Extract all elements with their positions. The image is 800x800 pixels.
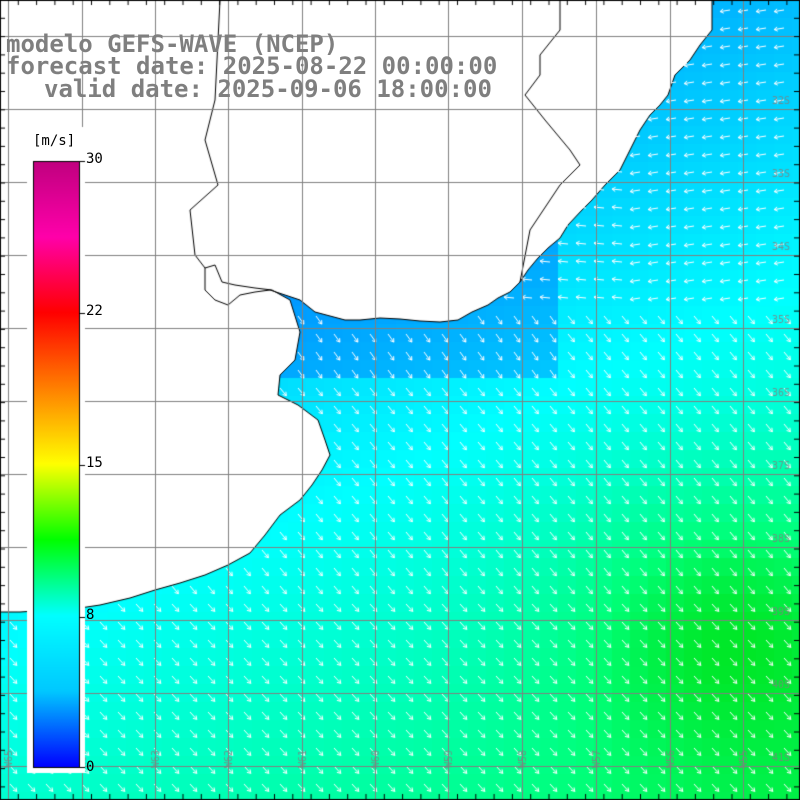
colorbar-tick-15: 15 [86,455,103,471]
colorbar-tick-8: 8 [86,607,95,623]
title-valid-date: valid date: 2025-09-06 18:00:00 [44,75,492,103]
colorbar-tick-30: 30 [86,151,103,167]
colorbar-unit-label: [m/s] [33,133,76,149]
title-forecast-date: forecast date: 2025-08-22 00:00:00 [6,52,498,80]
colorbar-tick-22: 22 [86,303,103,319]
colorbar-tick-0: 0 [86,759,95,775]
title-model: modelo GEFS-WAVE (NCEP) [6,30,339,58]
